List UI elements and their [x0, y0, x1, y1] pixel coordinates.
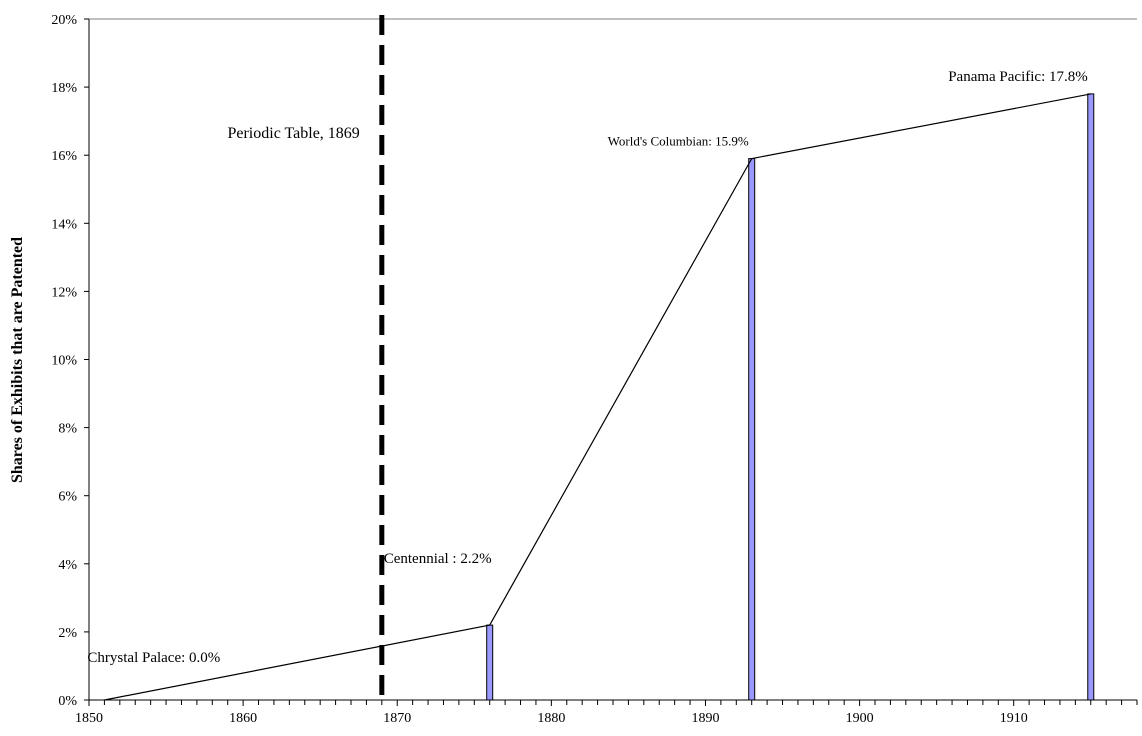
y-tick-label: 14% — [51, 217, 77, 232]
trend-line-group — [104, 93, 1091, 701]
annotations: Chrystal Palace: 0.0% Centennial : 2.2% Wo… — [87, 69, 1087, 666]
bar — [1087, 93, 1095, 701]
data-label: Centennial : 2.2% — [384, 551, 492, 567]
bar — [748, 158, 756, 701]
data-label: Panama Pacific: 17.8% — [948, 69, 1088, 85]
reference-line-group: Periodic Table, 1869 — [227, 15, 385, 700]
x-tick-label: 1870 — [383, 711, 411, 726]
y-tick-label: 8% — [58, 422, 77, 437]
y-axis-label: Shares of Exhibits that are Patented — [9, 237, 26, 483]
y-tick-label: 18% — [51, 81, 77, 96]
data-label: World's Columbian: 15.9% — [608, 134, 749, 149]
trend-line — [104, 93, 1091, 701]
bars — [486, 93, 1095, 701]
x-tick-label: 1880 — [537, 711, 565, 726]
data-label: Chrystal Palace: 0.0% — [87, 650, 220, 666]
y-tick-label: 16% — [51, 149, 77, 164]
x-tick-label: 1850 — [75, 711, 103, 726]
axes: 0% 2% 4% 6% 8% 10% 12% 14% 16% 18% 20% 1850 1860 1870… — [51, 13, 1138, 726]
x-tick-label: 1890 — [691, 711, 719, 726]
reference-line-label: Periodic Table, 1869 — [227, 125, 359, 142]
y-tick-label: 2% — [58, 626, 77, 641]
x-tick-label: 1860 — [229, 711, 257, 726]
x-tick-label: 1900 — [846, 711, 874, 726]
x-tick-label: 1910 — [1000, 711, 1028, 726]
y-tick-label: 0% — [58, 694, 77, 709]
y-tick-label: 12% — [51, 285, 77, 300]
y-tick-label: 10% — [51, 354, 77, 369]
y-tick-label: 4% — [58, 558, 77, 573]
y-tick-label: 20% — [51, 13, 77, 28]
y-tick-label: 6% — [58, 490, 77, 505]
bar — [486, 624, 494, 701]
